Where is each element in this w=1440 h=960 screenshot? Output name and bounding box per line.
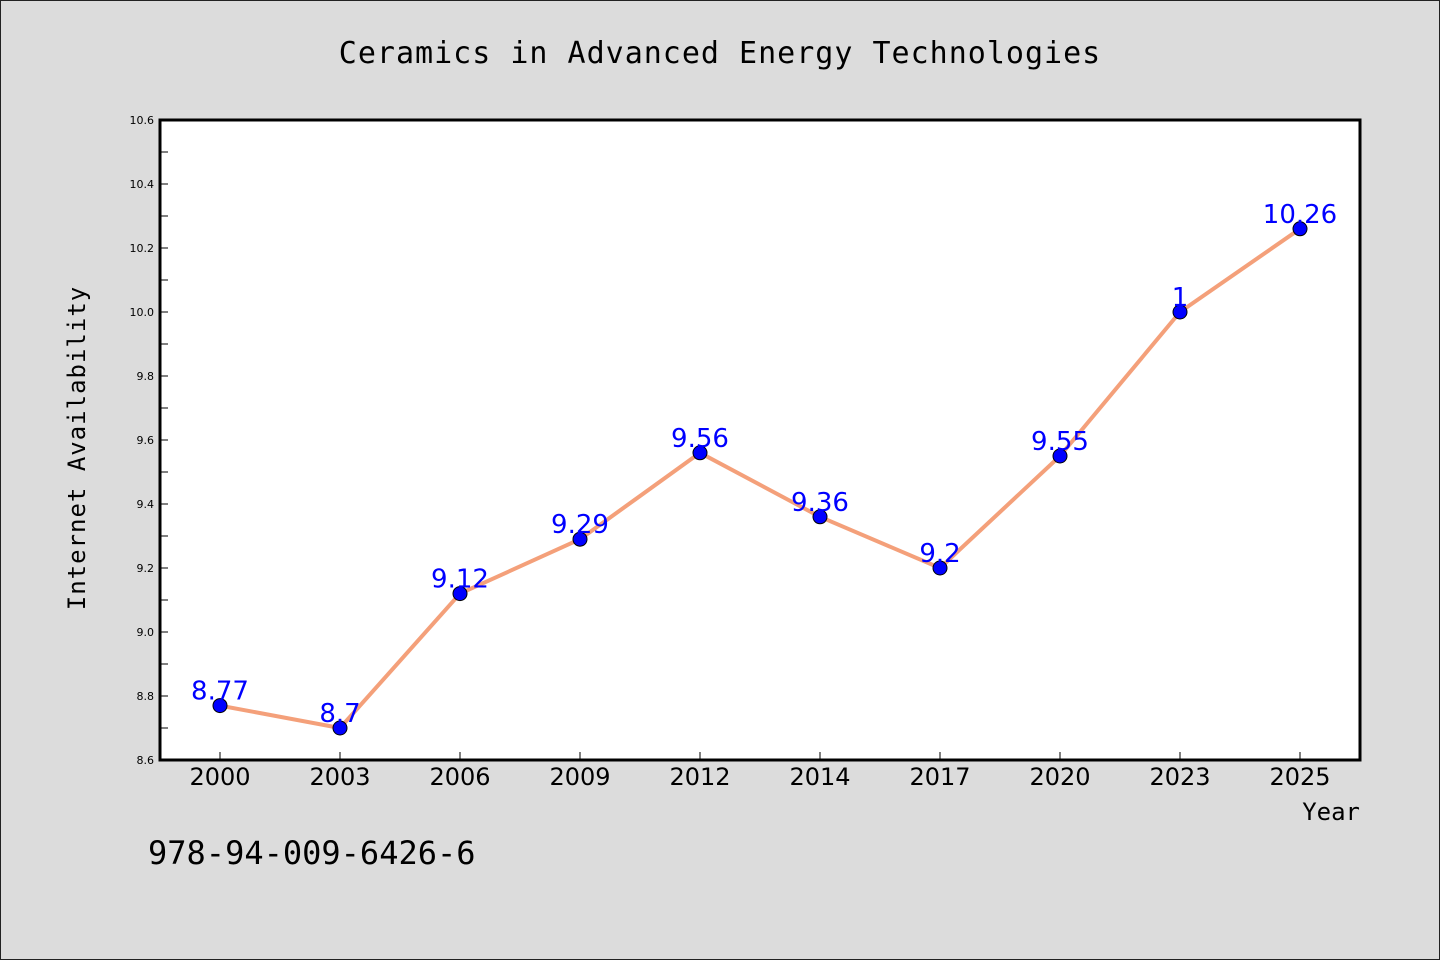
x-tick-label: 2009 <box>549 763 610 791</box>
data-point-marker <box>692 445 708 461</box>
x-tick-label: 2003 <box>309 763 370 791</box>
y-tick-label: 10.6 <box>130 114 155 127</box>
y-tick-label: 10.2 <box>130 242 155 255</box>
x-tick-label: 2006 <box>429 763 490 791</box>
x-tick-label: 2017 <box>909 763 970 791</box>
data-point-marker <box>332 720 348 736</box>
x-tick-label: 2020 <box>1029 763 1090 791</box>
series-line <box>219 227 1302 730</box>
y-tick-label: 9.8 <box>137 370 155 383</box>
data-value-label: 9.29 <box>551 510 609 540</box>
data-value-label: 10.26 <box>1263 200 1337 230</box>
data-point-marker <box>932 560 948 576</box>
y-tick-label: 9.0 <box>137 626 155 639</box>
data-value-label: 9.55 <box>1031 427 1089 457</box>
x-tick-label: 2000 <box>189 763 250 791</box>
y-tick-label: 10.0 <box>130 306 155 319</box>
data-point-marker <box>1052 448 1068 464</box>
data-point-marker <box>1172 304 1188 320</box>
plot-area <box>158 118 1362 762</box>
data-value-label: 1 <box>1172 283 1189 313</box>
data-point-marker <box>812 509 828 525</box>
x-tick-label: 2012 <box>669 763 730 791</box>
series-line-group <box>219 227 1302 730</box>
data-value-label: 9.2 <box>919 539 960 569</box>
x-tick-label: 2025 <box>1269 763 1330 791</box>
y-tick-label: 8.6 <box>137 754 155 767</box>
y-tick-label: 10.4 <box>130 178 155 191</box>
chart-title: Ceramics in Advanced Energy Technologies <box>339 36 1101 71</box>
y-axis-label: Internet Availability <box>63 286 91 610</box>
x-axis: 2000 2003 2006 2009 2012 2014 2017 2020 2023 2025 <box>189 752 1331 791</box>
y-tick-label: 9.4 <box>137 498 155 511</box>
data-point-marker <box>452 586 468 602</box>
data-value-label: 8.7 <box>319 699 360 729</box>
data-point-marker <box>212 698 228 714</box>
data-labels-group: 8.77 8.7 9.12 9.29 9.56 9.36 9.2 9.55 1 10.26 <box>191 200 1337 729</box>
data-point-marker <box>1292 221 1308 237</box>
data-value-label: 9.36 <box>791 488 849 518</box>
y-tick-label: 9.2 <box>137 562 155 575</box>
y-tick-label: 8.8 <box>137 690 155 703</box>
isbn-footer: 978-94-009-6426-6 <box>148 834 476 872</box>
data-value-label: 9.56 <box>671 424 729 454</box>
data-point-marker <box>572 531 588 547</box>
markers-group <box>212 221 1308 736</box>
x-axis-label: Year <box>1302 798 1360 826</box>
y-axis: 8.6 8.8 9.0 9.2 9.4 9.6 9.8 10.0 10.2 10.4 10.6 <box>130 114 168 767</box>
data-value-label: 8.77 <box>191 677 249 707</box>
x-tick-label: 2014 <box>789 763 850 791</box>
x-tick-label: 2023 <box>1149 763 1210 791</box>
y-tick-label: 9.6 <box>137 434 155 447</box>
data-value-label: 9.12 <box>431 565 489 595</box>
